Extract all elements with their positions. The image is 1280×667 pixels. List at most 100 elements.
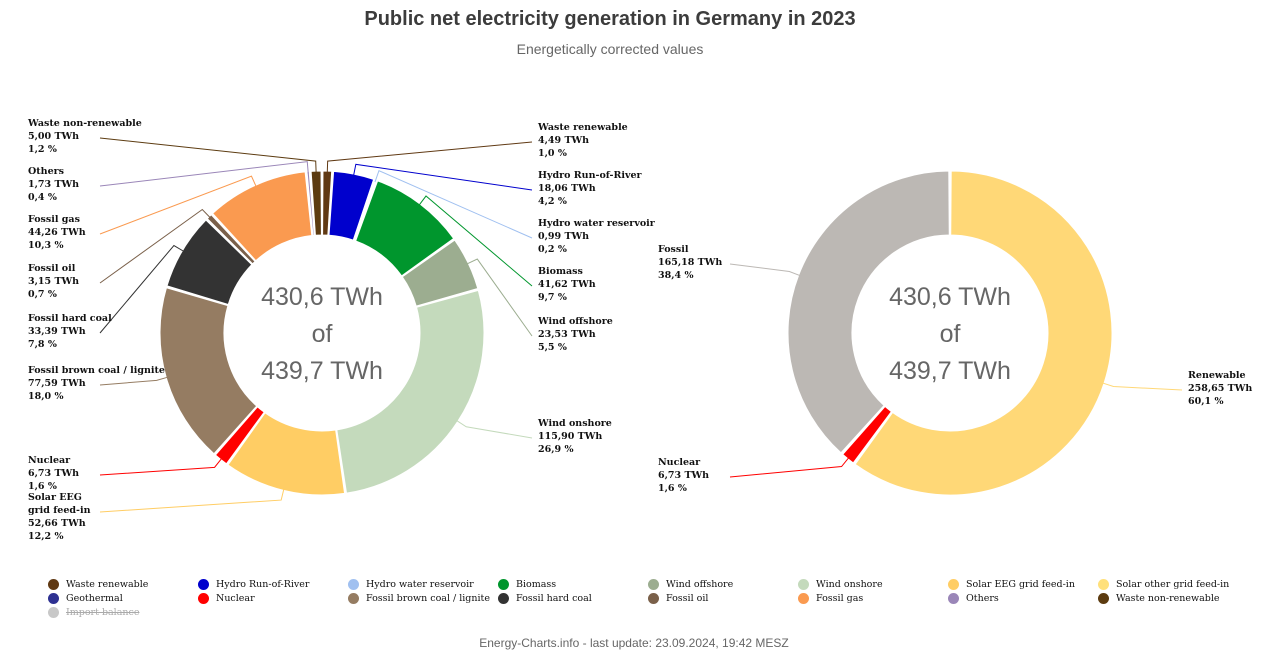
slice-label-solar-eeg-grid-feed-in: Solar EEG grid feed-in 52,66 TWh 12,2 %: [28, 492, 91, 542]
legend-label: Geothermal: [66, 592, 123, 604]
legend-item-wind-offshore[interactable]: Wind offshore: [648, 577, 733, 591]
donut-chart-1: Waste renewable 4,49 TWh 1,0 % Hydro Run-of…: [27, 118, 656, 542]
legend-label: Fossil gas: [816, 592, 864, 604]
legend-item-waste-renewable[interactable]: Waste renewable: [48, 577, 148, 591]
slice-renewable[interactable]: [854, 170, 1113, 496]
legend-item-solar-eeg-grid-feed-in[interactable]: Solar EEG grid feed-in: [948, 577, 1075, 591]
slice-solar-eeg-grid-feed-in[interactable]: [227, 412, 346, 496]
legend-label: Fossil hard coal: [516, 592, 592, 604]
leader-line-fossil-brown-coal-lignite: [99, 376, 169, 386]
slice-fossil-hard-coal[interactable]: [166, 219, 253, 306]
leader-line-wind-onshore: [455, 419, 533, 439]
slice-label-wind-offshore: Wind offshore 23,53 TWh 5,5 %: [537, 316, 613, 353]
slice-label-wind-onshore: Wind onshore 115,90 TWh 26,9 %: [537, 418, 612, 455]
legend-marker-icon: [48, 578, 59, 590]
chart-subtitle: Energetically corrected values: [516, 41, 704, 57]
legend-label: Waste renewable: [66, 578, 149, 590]
legend-item-fossil-hard-coal[interactable]: Fossil hard coal: [498, 591, 592, 605]
legend-item-wind-onshore[interactable]: Wind onshore: [798, 577, 883, 591]
slice-hydro-run-of-river[interactable]: [328, 170, 375, 241]
slice-label-hydro-run-of-river: Hydro Run-of-River 18,06 TWh 4,2 %: [538, 170, 643, 207]
legend-marker-icon: [498, 578, 509, 590]
legend-item-fossil-oil[interactable]: Fossil oil: [648, 591, 708, 605]
legend-item-biomass[interactable]: Biomass: [498, 577, 556, 591]
legend-marker-icon: [798, 578, 809, 590]
leader-line-nuclear: [729, 456, 850, 478]
slice-label-waste-non-renewable: Waste non-renewable 5,00 TWh 1,2 %: [27, 118, 142, 155]
footer-source: Energy-Charts.info - last update: 23.09.…: [479, 636, 789, 650]
legend-label: Wind onshore: [816, 578, 883, 590]
legend-label: Solar other grid feed-in: [1116, 578, 1230, 590]
legend-marker-icon: [348, 578, 359, 590]
legend-marker-icon: [198, 592, 209, 604]
donut-charts: Waste renewable 4,49 TWh 1,0 % Hydro Run-of…: [27, 118, 1252, 542]
legend-label: Fossil brown coal / lignite: [366, 592, 490, 604]
legend-label: Hydro water reservoir: [366, 578, 474, 590]
legend-label: Others: [966, 592, 999, 604]
legend-item-hydro-run-of-river[interactable]: Hydro Run-of-River: [198, 577, 309, 591]
slice-waste-non-renewable[interactable]: [310, 170, 322, 236]
donut-chart-2: Renewable 258,65 TWh 60,1 % Nuclear 6,73 TWh…: [658, 170, 1252, 496]
legend-marker-icon: [348, 592, 359, 604]
slice-label-fossil-hard-coal: Fossil hard coal 33,39 TWh 7,8 %: [28, 313, 112, 350]
leader-line-wind-offshore: [466, 258, 533, 337]
legend-marker-icon: [648, 592, 659, 604]
slice-nuclear[interactable]: [842, 405, 893, 464]
leader-line-fossil-gas: [99, 175, 257, 235]
slice-fossil-oil[interactable]: [206, 214, 256, 265]
slice-nuclear[interactable]: [214, 406, 265, 465]
legend-label: Solar EEG grid feed-in: [966, 578, 1075, 590]
legend: Waste renewable Hydro Run-of-River Hydro w…: [48, 577, 1268, 619]
center-total-text: 430,6 TWh of 439,7 TWh: [889, 283, 1011, 385]
slice-label-nuclear: Nuclear 6,73 TWh 1,6 %: [28, 455, 79, 492]
slice-label-waste-renewable: Waste renewable 4,49 TWh 1,0 %: [537, 122, 628, 159]
legend-item-solar-other-grid-feed-in[interactable]: Solar other grid feed-in: [1098, 577, 1229, 591]
legend-marker-icon: [948, 578, 959, 590]
legend-label: Import balance: [66, 606, 140, 618]
leader-line-hydro-water-reservoir: [374, 170, 533, 239]
legend-marker-icon: [1098, 592, 1109, 604]
legend-marker-icon: [648, 578, 659, 590]
slice-label-fossil-gas: Fossil gas 44,26 TWh 10,3 %: [28, 214, 86, 251]
leader-line-waste-renewable: [326, 141, 533, 174]
slice-label-nuclear: Nuclear 6,73 TWh 1,6 %: [658, 457, 709, 494]
legend-item-fossil-brown-coal-lignite[interactable]: Fossil brown coal / lignite: [348, 591, 490, 605]
leader-line-biomass: [418, 195, 533, 287]
slice-biomass[interactable]: [355, 180, 455, 277]
legend-marker-icon: [48, 592, 59, 604]
leader-line-fossil-hard-coal: [99, 244, 185, 334]
slice-wind-onshore[interactable]: [336, 289, 485, 494]
slice-label-others: Others 1,73 TWh 0,4 %: [28, 166, 79, 203]
legend-item-fossil-gas[interactable]: Fossil gas: [798, 591, 863, 605]
legend-item-hydro-water-reservoir[interactable]: Hydro water reservoir: [348, 577, 474, 591]
legend-marker-icon: [798, 592, 809, 604]
slice-fossil[interactable]: [787, 170, 950, 454]
legend-label: Biomass: [516, 578, 557, 590]
slice-fossil-gas[interactable]: [211, 171, 313, 262]
slice-label-biomass: Biomass 41,62 TWh 9,7 %: [538, 266, 596, 303]
leader-line-fossil-oil: [99, 208, 212, 284]
slice-waste-renewable[interactable]: [322, 170, 333, 236]
leader-line-hydro-run-of-river: [352, 163, 533, 191]
leader-line-renewable: [1101, 382, 1183, 391]
slice-label-fossil-brown-coal-lignite: Fossil brown coal / lignite 77,59 TWh 18,0…: [28, 365, 165, 402]
slice-label-hydro-water-reservoir: Hydro water reservoir 0,99 TWh 0,2 %: [538, 218, 656, 255]
legend-marker-icon: [198, 578, 209, 590]
legend-item-others[interactable]: Others: [948, 591, 999, 605]
leader-line-solar-eeg-grid-feed-in: [99, 488, 285, 513]
legend-label: Fossil oil: [666, 592, 709, 604]
legend-item-nuclear[interactable]: Nuclear: [198, 591, 255, 605]
legend-label: Waste non-renewable: [1116, 592, 1220, 604]
slice-wind-offshore[interactable]: [401, 239, 479, 307]
legend-marker-icon: [948, 592, 959, 604]
leader-line-fossil: [729, 263, 801, 277]
slice-fossil-brown-coal-lignite[interactable]: [159, 287, 258, 455]
slice-label-renewable: Renewable 258,65 TWh 60,1 %: [1188, 370, 1252, 407]
legend-item-waste-non-renewable[interactable]: Waste non-renewable: [1098, 591, 1220, 605]
slice-label-fossil-oil: Fossil oil 3,15 TWh 0,7 %: [28, 263, 79, 300]
chart-title: Public net electricity generation in Ger…: [364, 8, 856, 30]
legend-item-geothermal[interactable]: Geothermal: [48, 591, 123, 605]
leader-line-others: [99, 161, 309, 187]
legend-label: Nuclear: [216, 592, 255, 604]
legend-item-import-balance[interactable]: Import balance: [48, 605, 139, 619]
